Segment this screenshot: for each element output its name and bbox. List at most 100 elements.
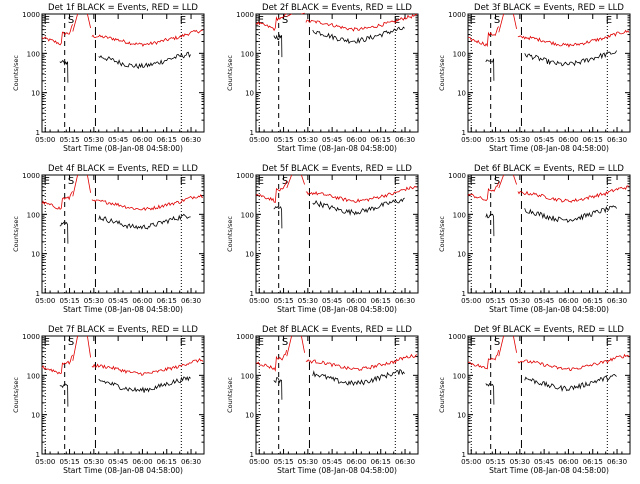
x-tick-label: 06:30	[395, 458, 415, 466]
saa-marker-label: S	[68, 15, 74, 26]
y-axis-label: Counts/sec	[438, 216, 446, 252]
saa-marker-label: S	[282, 15, 288, 26]
x-tick-label: 05:00	[461, 297, 481, 305]
x-tick-label: 05:15	[59, 297, 79, 305]
events-series-line	[485, 205, 617, 237]
x-tick-label: 05:15	[59, 458, 79, 466]
x-tick-label: 05:15	[59, 136, 79, 144]
plot-frame	[41, 13, 205, 133]
x-tick-label: 06:15	[583, 136, 603, 144]
x-tick-label: 06:00	[558, 136, 578, 144]
panel-det-2: Det 2f BLACK = Events, RED = LLD 1 10 100 10…	[226, 3, 419, 153]
panel-title: Det 9f BLACK = Events, RED = LLD	[474, 325, 624, 335]
y-axis-label: Counts/sec	[226, 216, 234, 252]
panel-title: Det 7f BLACK = Events, RED = LLD	[48, 325, 198, 335]
start-marker-label: E	[470, 337, 476, 348]
y-tick-label: 1000	[448, 333, 466, 341]
start-marker-label: E	[258, 15, 264, 26]
y-tick-label: 10	[31, 251, 40, 259]
plot-frame	[467, 335, 631, 455]
x-axis-label: Start Time (08-Jan-08 04:58:00)	[63, 305, 183, 314]
y-tick-label: 10	[245, 412, 254, 420]
y-axis-label: Counts/sec	[438, 377, 446, 413]
plot-frame	[255, 13, 419, 133]
y-axis-label: Counts/sec	[226, 55, 234, 91]
x-tick-label: 05:30	[510, 297, 530, 305]
x-axis-label: Start Time (08-Jan-08 04:58:00)	[63, 144, 183, 153]
x-tick-label: 06:30	[607, 297, 627, 305]
x-tick-label: 05:30	[510, 458, 530, 466]
end-marker-label: E	[394, 337, 400, 348]
y-tick-label: 1	[250, 290, 254, 298]
x-tick-label: 06:15	[157, 458, 177, 466]
x-tick-label: 06:15	[371, 136, 391, 144]
y-tick-label: 1	[462, 290, 466, 298]
x-tick-label: 06:15	[157, 136, 177, 144]
start-marker-label: E	[44, 15, 50, 26]
panel-det-7: Det 7f BLACK = Events, RED = LLD 1 10 100 10…	[12, 325, 205, 475]
y-tick-label: 1	[36, 129, 40, 137]
x-tick-label: 05:00	[249, 297, 269, 305]
lld-series-line	[41, 174, 204, 212]
end-marker-label: E	[606, 337, 612, 348]
x-tick-label: 05:15	[485, 297, 505, 305]
x-tick-label: 06:00	[132, 458, 152, 466]
y-tick-label: 10	[457, 90, 466, 98]
x-tick-label: 06:00	[346, 297, 366, 305]
x-tick-label: 06:00	[346, 136, 366, 144]
x-tick-label: 05:45	[534, 297, 554, 305]
y-tick-label: 1000	[22, 172, 40, 180]
end-marker-label: E	[606, 15, 612, 26]
y-tick-label: 1	[250, 451, 254, 459]
x-tick-label: 06:30	[395, 297, 415, 305]
x-tick-label: 06:00	[132, 136, 152, 144]
y-tick-label: 1000	[22, 333, 40, 341]
x-axis-label: Start Time (08-Jan-08 04:58:00)	[489, 466, 609, 475]
x-tick-label: 05:30	[84, 136, 104, 144]
y-tick-label: 100	[27, 50, 40, 58]
y-tick-label: 1000	[448, 172, 466, 180]
lld-series-line	[255, 335, 418, 372]
saa-marker-label: S	[494, 337, 500, 348]
y-tick-label: 10	[457, 412, 466, 420]
saa-marker-label: S	[494, 15, 500, 26]
start-marker-label: E	[44, 337, 50, 348]
x-tick-label: 05:45	[322, 458, 342, 466]
x-tick-label: 05:00	[461, 136, 481, 144]
end-marker-label: E	[180, 15, 186, 26]
panel-title: Det 3f BLACK = Events, RED = LLD	[474, 3, 624, 13]
saa-marker-label: S	[282, 176, 288, 187]
x-tick-label: 05:30	[298, 297, 318, 305]
x-tick-label: 06:15	[583, 458, 603, 466]
y-axis-label: Counts/sec	[12, 216, 20, 252]
y-tick-label: 1	[462, 451, 466, 459]
y-tick-label: 100	[241, 211, 254, 219]
end-marker-label: E	[180, 337, 186, 348]
x-tick-label: 05:45	[534, 136, 554, 144]
events-series-line	[273, 197, 405, 229]
x-tick-label: 06:30	[181, 136, 201, 144]
x-tick-label: 05:15	[485, 458, 505, 466]
panel-det-8: Det 8f BLACK = Events, RED = LLD 1 10 100 10…	[226, 325, 419, 475]
lld-series-line	[467, 335, 630, 372]
x-tick-label: 05:30	[298, 136, 318, 144]
panel-det-9: Det 9f BLACK = Events, RED = LLD 1 10 100 10…	[438, 325, 631, 475]
saa-marker-label: S	[68, 176, 74, 187]
x-tick-label: 05:15	[273, 297, 293, 305]
plot-frame	[41, 174, 205, 294]
start-marker-label: E	[470, 15, 476, 26]
panel-title: Det 1f BLACK = Events, RED = LLD	[48, 3, 198, 13]
x-tick-label: 05:00	[35, 297, 55, 305]
x-tick-label: 05:30	[84, 297, 104, 305]
x-tick-label: 05:00	[249, 136, 269, 144]
x-tick-label: 05:45	[108, 297, 128, 305]
panel-det-3: Det 3f BLACK = Events, RED = LLD 1 10 100 10…	[438, 3, 631, 153]
y-tick-label: 100	[453, 211, 466, 219]
x-tick-label: 06:00	[558, 297, 578, 305]
panel-det-6: Det 6f BLACK = Events, RED = LLD 1 10 100 10…	[438, 164, 631, 314]
y-tick-label: 1	[36, 290, 40, 298]
x-axis-label: Start Time (08-Jan-08 04:58:00)	[489, 144, 609, 153]
y-tick-label: 100	[241, 50, 254, 58]
x-tick-label: 06:15	[371, 458, 391, 466]
